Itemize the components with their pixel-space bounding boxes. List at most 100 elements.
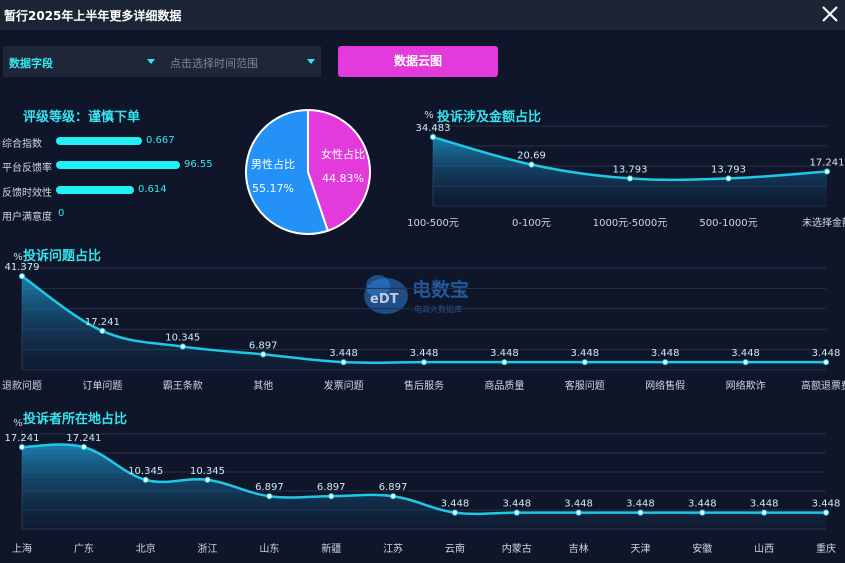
female-slice [307,108,371,233]
issue-chart-title: 投诉问题占比 [23,245,101,264]
metric-label: 平台反馈率 [2,163,52,174]
data-label: 13.793 [711,164,746,175]
data-label: 6.897 [255,482,284,493]
category-label: 重庆 [816,542,836,555]
data-label: 6.897 [249,340,278,351]
pie-slice-label: 女性占比 [321,147,365,161]
data-label: 10.345 [190,466,225,477]
gender-pie-chart: 女性占比 44.83% 男性占比 55.17% [245,108,371,235]
data-label: 3.448 [651,348,680,359]
location-ratio-chart: % 17.241 上海 17.241 广东 10.345 北京 10.345 浙江 6.897 山东… [5,418,841,555]
data-label: 10.345 [165,333,200,344]
window-title: 暂行2025年上半年更多详细数据 [4,9,182,23]
data-point [637,509,644,516]
data-point [179,343,186,350]
category-label: 内蒙古 [502,542,532,555]
date-range-placeholder: 点击选择时间范围 [170,57,258,70]
metric-row: 用户满意度 0 [0,207,240,223]
chevron-down-icon [307,59,315,64]
metric-row: 平台反馈率 96.55 [0,158,240,174]
data-point [699,509,706,516]
category-label: 高额退票费 [801,379,845,392]
data-label: 3.448 [441,499,470,510]
metric-bar [56,137,142,145]
amount-chart-title: 投诉涉及金额占比 [437,106,541,125]
watermark-name: 电数宝 [412,278,469,301]
issue-ratio-chart: %41.379 退款问题 17.241 订单问题 10.345 霸王条款 6.897 其他 3.… [2,252,845,392]
metric-bar [56,161,180,169]
category-label: 山东 [259,542,279,555]
category-label: 吉林 [569,542,589,555]
data-point [204,476,211,483]
data-point [575,509,582,516]
category-label: 浙江 [198,543,218,555]
data-label: 17.241 [5,433,40,444]
title-bar: 暂行2025年上半年更多详细数据 [0,0,845,30]
data-point [725,175,732,182]
category-label: 500-1000元 [699,218,757,229]
data-point [99,327,106,335]
data-point [761,509,768,516]
metric-value: 96.55 [184,159,213,170]
data-label: 3.448 [410,348,439,359]
category-label: 江苏 [383,542,403,555]
area-fill [22,276,826,370]
category-label: 云南 [445,542,465,555]
data-label: 34.483 [416,123,451,134]
category-label: 广东 [74,542,94,555]
data-point [662,359,669,366]
data-label: 20.69 [517,151,546,162]
data-point [823,168,831,175]
data-point [626,175,634,182]
metric-value: 0.667 [146,135,175,146]
metric-value: 0 [58,208,65,219]
data-field-select-label: 数据字段 [9,57,53,70]
metric-bar [56,186,134,194]
data-point [429,133,437,141]
close-icon[interactable] [819,3,841,25]
data-cloud-button[interactable]: 数据云图 [338,46,498,77]
data-label: 3.448 [564,499,593,510]
category-label: 售后服务 [404,379,444,392]
data-label: 3.448 [750,499,779,510]
data-label: 17.241 [85,317,120,328]
data-label: 10.345 [128,466,163,477]
category-label: 未选择金额 [802,216,845,229]
data-label: 3.448 [731,348,760,359]
category-label: 网络欺诈 [726,379,766,392]
data-point [822,509,830,516]
category-label: 0-100元 [512,218,551,229]
data-label: 6.897 [379,482,408,493]
category-label: 商品质量 [484,379,524,392]
area-fill [22,444,826,529]
category-label: 网络售假 [645,379,685,392]
data-point [340,359,347,366]
filter-bar: 数据字段 点击选择时间范围 [3,46,321,77]
data-label: 3.448 [812,499,841,510]
chevron-down-icon [147,59,155,64]
metric-label: 用户满意度 [2,212,52,223]
metric-label: 综合指数 [2,139,42,150]
data-point [266,493,273,500]
data-label: 3.448 [688,499,717,510]
category-label: 新疆 [321,542,341,555]
area-fill [433,137,827,206]
date-range-picker[interactable]: 点击选择时间范围 [161,46,321,77]
data-label: 3.448 [490,348,519,359]
data-point [420,359,428,366]
category-label: 其他 [253,379,273,392]
data-point [581,359,588,366]
metric-row: 反馈时效性 0.614 [0,183,240,199]
data-point [142,476,149,483]
edt-logo-watermark: eDT 电数宝 电商大数据库 [364,275,469,314]
data-field-select[interactable]: 数据字段 [3,46,161,77]
data-point [451,509,459,516]
data-label: 17.241 [810,158,845,169]
male-slice [245,108,330,235]
pie-slice-value: 55.17% [252,182,294,195]
y-unit-label: % [424,110,434,121]
metric-label: 反馈时效性 [2,188,52,199]
data-label: 17.241 [66,433,101,444]
data-point [328,493,335,500]
data-label: 13.793 [613,164,648,175]
